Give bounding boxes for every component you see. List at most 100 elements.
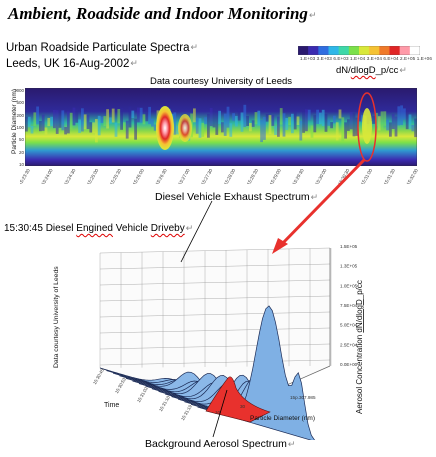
heatmap-cell <box>89 122 93 133</box>
colorbar-swatch <box>369 46 380 55</box>
heatmap-cell <box>352 113 356 137</box>
heatmap-cell <box>397 106 401 126</box>
heatmap-cell <box>310 125 314 138</box>
heatmap-cell <box>347 119 350 131</box>
heatmap-x-tick-label: 15:26:30 <box>155 168 168 184</box>
z-axis-label-prefix: Aerosol Concentration <box>355 333 364 414</box>
diameter-axis-label: Particle Diameter (nm) <box>250 415 315 422</box>
heatmap-x-ticks: 15:23:30 15:24:00 15:24:30 15:25:00 15:25:30… <box>20 168 419 184</box>
heatmap-cell <box>240 112 244 132</box>
z-tick-label: 5.0E+04 <box>340 323 358 328</box>
heatmap-cell <box>355 117 359 136</box>
time-tick-label: 15:30:45 <box>92 368 105 386</box>
heatmap-x-tick-label: 15:25:00 <box>86 168 99 184</box>
heatmap-cell <box>64 127 67 135</box>
heatmap-x-tick-label: 15:27:00 <box>177 168 190 184</box>
heatmap-x-tick-label: 15:29:30 <box>291 168 304 184</box>
colorbar-tick-label: 1.E+06 <box>416 56 432 61</box>
heatmap-cell <box>128 106 132 128</box>
heatmap-cell <box>319 112 322 125</box>
heatmap-cell <box>274 126 277 135</box>
z-axis-label-suffix: _p/cc <box>355 280 364 300</box>
heatmap-x-tick-label: 15:28:30 <box>246 168 259 184</box>
heatmap-cell <box>235 116 238 127</box>
heatmap-cell <box>198 118 202 138</box>
heatmap-cell <box>302 111 305 133</box>
heatmap-cell <box>218 110 221 124</box>
heatmap-cell <box>251 120 255 127</box>
heatmap-cell <box>39 121 42 132</box>
heatmap-cell <box>145 112 149 122</box>
background-spectrum-label: Background Aerosol Spectrum↵ <box>145 438 295 450</box>
heatmap-cell <box>142 114 146 125</box>
heatmap-cell <box>391 114 395 129</box>
heatmap-cell <box>207 113 210 138</box>
heatmap-cell <box>400 105 403 125</box>
paragraph-mark: ↵ <box>130 58 138 69</box>
z-tick-label: 0.0E+00 <box>340 362 358 367</box>
heatmap-cell <box>333 115 336 124</box>
z-tick-label: 1.3E+05 <box>340 264 358 269</box>
plot3d-gridline <box>99 279 331 286</box>
heatmap-cell <box>55 110 59 134</box>
heatmap-cell <box>316 109 319 124</box>
heatmap-x-tick-label: 15:27:30 <box>200 168 213 184</box>
colorbar-tick-label: 3.E+04 <box>366 56 384 61</box>
heatmap-cell <box>131 110 135 119</box>
heatmap-x-tick-label: 15:24:30 <box>63 168 76 184</box>
heatmap-cell <box>285 118 289 130</box>
plot3d-gridline <box>99 327 331 334</box>
heatmap-cell <box>30 126 34 134</box>
plot3d-gridline <box>99 359 331 366</box>
heatmap-cell <box>201 122 205 137</box>
heatmap-y-ticks: 1000 500 200 100 50 20 10 <box>10 88 24 167</box>
background-spectrum-label-text: Background Aerosol Spectrum <box>145 438 287 450</box>
colorbar-swatch <box>348 46 360 55</box>
colorbar-swatch <box>379 46 390 55</box>
heatmap-x-tick-label: 15:31:00 <box>360 168 373 184</box>
time-tick-label: 15:31:02 <box>136 386 149 404</box>
time-tick-label: 15:30:53 <box>114 377 127 395</box>
heatmap-cell <box>358 111 361 122</box>
heatmap-cell <box>109 117 112 124</box>
paragraph-mark: ↵ <box>308 9 317 20</box>
colorbar-tick-label: 6.E+03 <box>333 56 351 61</box>
heatmap-cell <box>100 116 104 123</box>
heatmap-y-tick-label: 100 <box>16 125 24 130</box>
heatmap-cell <box>209 107 213 127</box>
heatmap-cell <box>44 127 48 135</box>
waterfall-3d-plot: 0.0E+00 2.5E+04 5.0E+04 7.5E+04 1.0E+05 1.3E+… <box>53 244 364 440</box>
heatmap-cell <box>243 104 247 127</box>
heatmap-cell <box>81 108 84 132</box>
heatmap-cell <box>123 122 126 132</box>
heatmap-cell <box>103 116 107 126</box>
heatmap-cell <box>405 110 409 130</box>
z-tick-label: 1.5E+05 <box>340 244 358 249</box>
heatmap-x-tick-label: 15:30:00 <box>314 168 327 184</box>
heatmap-cell <box>53 110 56 129</box>
heatmap-hotspot <box>362 108 372 144</box>
heatmap-y-tick-label: 200 <box>16 112 24 118</box>
heatmap-x-tick-label: 15:29:00 <box>269 168 282 184</box>
z-tick-label: 2.5E+04 <box>340 342 358 347</box>
colorbar-tick-label: 3.E+03 <box>316 56 334 61</box>
colorbar-swatch <box>409 46 420 55</box>
heatmap-x-tick-label: 15:31:30 <box>383 168 396 184</box>
heatmap-cell <box>338 109 342 119</box>
heatmap-cell <box>372 115 375 124</box>
heatmap-cell <box>282 113 286 137</box>
heatmap-cell <box>260 120 263 143</box>
heatmap-x-tick-label: 15:28:00 <box>223 168 236 184</box>
colorbar-tick-label: 6.E+04 <box>383 56 401 61</box>
heatmap-title: Data courtesy University of Leeds <box>150 76 293 87</box>
heatmap-cell <box>173 112 177 135</box>
colorbar-label-wavy: dlogD <box>350 65 376 77</box>
heatmap-cell <box>226 106 230 128</box>
heatmap-y-tick-label: 1000 <box>13 88 24 93</box>
heatmap-hotspot <box>178 114 192 142</box>
heatmap-cell <box>265 114 269 122</box>
heatmap-cell <box>86 114 90 129</box>
time-tick-label: 15:31:19 <box>180 404 193 422</box>
heatmap-cell <box>375 112 378 127</box>
heatmap-cell <box>47 117 51 127</box>
